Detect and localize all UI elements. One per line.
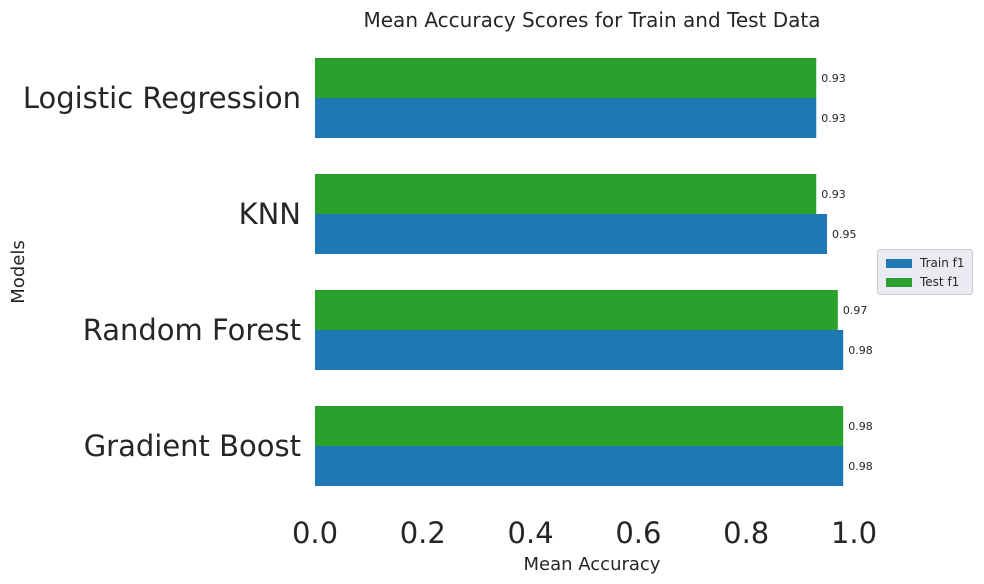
category-labels: Logistic Regression KNN Random Forest Gradi…: [23, 81, 301, 463]
y-axis-label: Models: [8, 240, 29, 303]
bars-group: 0.93 0.93 0.93 0.95 0.97 0.98 0.98 0.98: [315, 58, 873, 486]
x-tick-label: 0.2: [400, 516, 446, 550]
bar-test-random-forest: [315, 290, 838, 330]
data-label-train-gradient-boost: 0.98: [848, 460, 873, 473]
data-label-test-random-forest: 0.97: [843, 304, 868, 317]
legend-label-train: Train f1: [920, 256, 965, 270]
category-label-knn: KNN: [239, 197, 301, 231]
x-axis-label: Mean Accuracy: [524, 554, 661, 575]
legend: Train f1 Test f1: [877, 249, 973, 295]
legend-swatch-train: [886, 258, 912, 268]
category-label-logistic-regression: Logistic Regression: [23, 81, 301, 115]
data-label-train-logistic-regression: 0.93: [821, 112, 846, 125]
bar-train-random-forest: [315, 330, 844, 370]
bar-test-knn: [315, 174, 817, 214]
x-tick-label: 1.0: [831, 516, 877, 550]
bar-train-gradient-boost: [315, 446, 844, 486]
category-label-gradient-boost: Gradient Boost: [84, 429, 301, 463]
data-label-test-gradient-boost: 0.98: [848, 420, 873, 433]
x-tick-label: 0.4: [508, 516, 554, 550]
x-tick-label: 0.8: [723, 516, 769, 550]
data-label-test-knn: 0.93: [821, 188, 846, 201]
chart-title: Mean Accuracy Scores for Train and Test …: [364, 8, 821, 32]
bar-test-logistic-regression: [315, 58, 817, 98]
bar-test-gradient-boost: [315, 406, 844, 446]
legend-label-test: Test f1: [920, 275, 960, 289]
category-label-random-forest: Random Forest: [83, 313, 301, 347]
x-tick-label: 0.0: [292, 516, 338, 550]
legend-item-train: Train f1: [886, 255, 964, 271]
x-tick-labels: 0.0 0.2 0.4 0.6 0.8 1.0: [292, 516, 877, 550]
bar-train-logistic-regression: [315, 98, 817, 138]
data-label-train-random-forest: 0.98: [848, 344, 873, 357]
legend-item-test: Test f1: [886, 274, 959, 290]
bar-train-knn: [315, 214, 828, 254]
data-label-train-knn: 0.95: [832, 228, 857, 241]
legend-swatch-test: [886, 277, 912, 287]
x-tick-label: 0.6: [615, 516, 661, 550]
data-label-test-logistic-regression: 0.93: [821, 72, 846, 85]
